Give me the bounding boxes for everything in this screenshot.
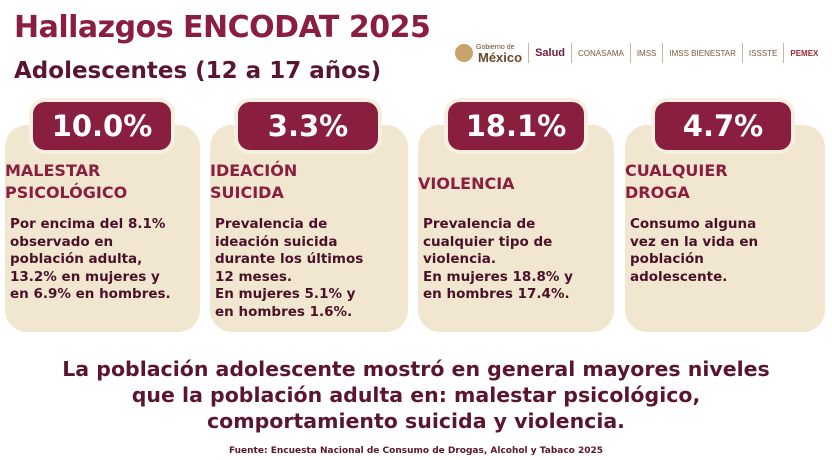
logo-line2: México (478, 50, 523, 65)
card-malestar (5, 125, 200, 332)
issste-logo: ISSSTE (748, 48, 778, 58)
card-value-badge: 3.3% (238, 102, 378, 150)
logo-line1: Gobierno de (476, 44, 515, 51)
page-title: Hallazgos ENCODAT 2025 (14, 10, 431, 45)
imss-logo: IMSS (636, 48, 657, 58)
gobierno-de-mexico-logo: Gobierno de México (455, 43, 523, 65)
card-violencia (418, 125, 614, 332)
card-title: VIOLENCIA (418, 174, 515, 193)
card-title: IDEACIÓN SUICIDA (210, 161, 298, 202)
salud-logo: Salud (535, 47, 566, 59)
card-title: CUALQUIER DROGA (625, 161, 728, 202)
pemex-logo: PEMEX (790, 48, 819, 58)
page-subtitle: Adolescentes (12 a 17 años) (14, 58, 382, 84)
card-text: Por encima del 8.1% observado en poblaci… (10, 216, 171, 302)
summary-text: La población adolescente mostró en gener… (62, 357, 770, 433)
card-ideacion (210, 125, 408, 332)
card-title: MALESTAR PSICOLÓGICO (5, 161, 128, 202)
card-text: Consumo alguna vez en la vida en poblaci… (630, 216, 759, 285)
seal-icon (455, 44, 473, 62)
card-text: Prevalencia de ideación suicida durante … (215, 216, 364, 320)
card-droga (625, 125, 825, 332)
source-note: Fuente: Encuesta Nacional de Consumo de … (228, 446, 604, 456)
card-value-badge: 10.0% (33, 102, 171, 150)
card-text: Prevalencia de cualquier tipo de violenc… (423, 216, 573, 302)
imss-bienestar-logo: IMSS BIENESTAR (669, 48, 736, 58)
institution-logos: Gobierno de México Salud CONASAMA IMSS I… (455, 40, 825, 66)
card-value-badge: 4.7% (655, 102, 791, 150)
conasama-logo: CONASAMA (578, 48, 624, 58)
card-value-badge: 18.1% (448, 102, 584, 150)
